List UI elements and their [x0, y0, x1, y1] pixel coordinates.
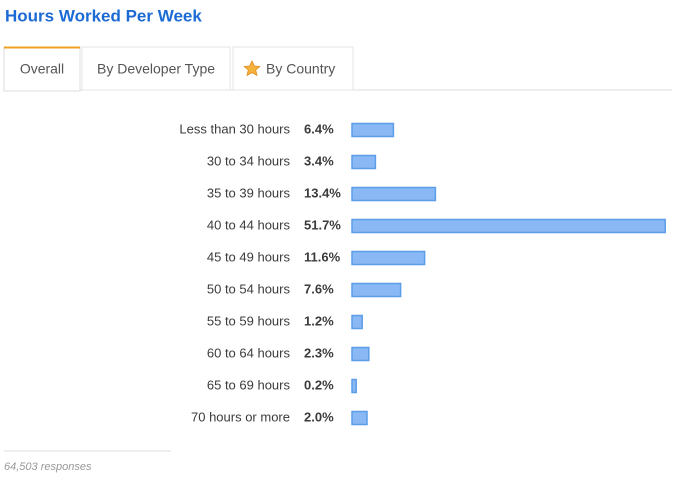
value-label: 1.2%: [304, 313, 334, 328]
bar: [351, 314, 363, 330]
value-label: 2.0%: [304, 409, 334, 424]
value-label: 51.7%: [304, 217, 341, 232]
bar: [351, 218, 666, 234]
bar: [351, 186, 437, 202]
value-label: 7.6%: [304, 281, 334, 296]
page-title: Hours Worked Per Week: [5, 6, 202, 25]
category-label: Less than 30 hours: [179, 121, 290, 136]
category-label: 35 to 39 hours: [207, 185, 291, 200]
tab[interactable]: By Developer Type: [81, 46, 231, 91]
value-label: 6.4%: [304, 121, 334, 136]
chart: Less than 30 hours 6.4% 30 to 34 hours 3.4%…: [179, 121, 666, 426]
value-label: 3.4%: [304, 153, 334, 168]
value-label: 13.4%: [304, 185, 341, 200]
bar: [351, 154, 377, 170]
category-label: 55 to 59 hours: [207, 313, 291, 328]
tab[interactable]: Overall: [3, 46, 81, 92]
tab[interactable]: By Country: [232, 46, 354, 91]
value-label: 11.6%: [304, 249, 341, 264]
tab-label[interactable]: By Country: [266, 61, 335, 77]
category-label: 70 hours or more: [191, 409, 290, 424]
tab-label[interactable]: By Developer Type: [97, 61, 215, 77]
bar: [351, 250, 426, 266]
response-count: 64,503 responses: [4, 461, 92, 473]
bar: [351, 122, 395, 138]
tab-label[interactable]: Overall: [20, 61, 64, 77]
value-label: 0.2%: [304, 377, 334, 392]
value-label: 2.3%: [304, 345, 334, 360]
bar: [351, 410, 368, 426]
category-label: 30 to 34 hours: [207, 153, 291, 168]
category-label: 50 to 54 hours: [207, 281, 291, 296]
bar: [351, 378, 357, 394]
bar: [351, 282, 402, 298]
category-label: 60 to 64 hours: [207, 345, 291, 360]
category-label: 65 to 69 hours: [207, 377, 291, 392]
category-label: 45 to 49 hours: [207, 249, 291, 264]
bar: [351, 346, 370, 362]
star-icon: [243, 60, 261, 77]
category-label: 40 to 44 hours: [207, 217, 291, 232]
